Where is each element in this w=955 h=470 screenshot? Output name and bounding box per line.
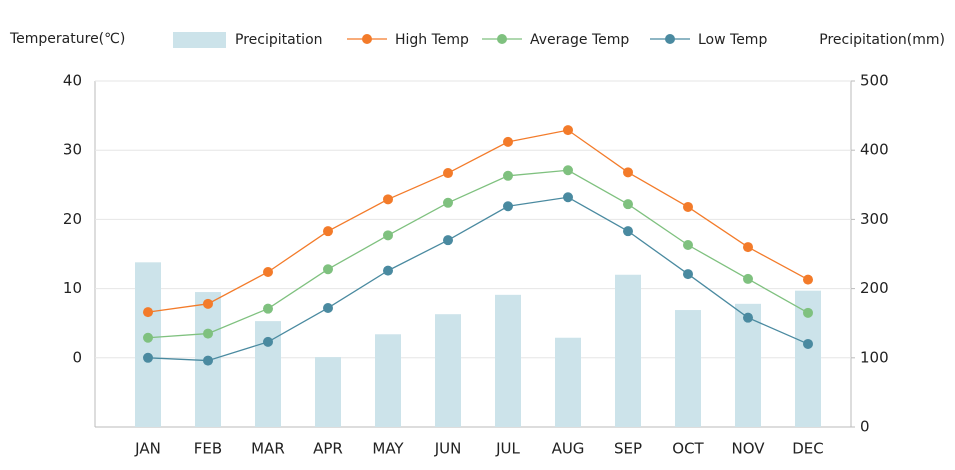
bar [675,310,701,427]
point [803,307,813,318]
y2-tick-label: 300 [860,210,889,228]
point [203,328,213,339]
bar [375,334,401,427]
legend-swatch [497,34,507,44]
y2-tick-label: 0 [860,418,870,436]
point [503,136,513,147]
legend-swatch [665,34,675,44]
point [263,336,273,347]
y-axis-title: Temperature(℃) [9,31,125,47]
point [203,298,213,309]
legend-label: Low Temp [698,32,767,48]
point [383,194,393,205]
y-tick-label: 20 [63,210,82,228]
x-tick-label: APR [313,440,343,458]
point [263,266,273,277]
bar [555,337,581,427]
point [143,332,153,343]
legend-label: Precipitation [235,32,323,48]
x-tick-label: JUN [434,440,462,458]
point [263,303,273,314]
point [323,302,333,313]
legend-label: Average Temp [530,32,629,48]
point [803,274,813,285]
point [623,226,633,237]
y2-tick-label: 100 [860,348,889,366]
bar [135,262,161,427]
point [443,197,453,208]
y2-tick-label: 200 [860,279,889,297]
point [743,312,753,323]
point [743,242,753,253]
line [147,169,809,339]
bar [435,314,461,427]
point [443,235,453,246]
y-tick-label: 40 [63,72,82,90]
y-tick-label: 30 [63,141,82,159]
point [623,167,633,178]
y-tick-label: 10 [63,279,82,297]
y2-axis-title: Precipitation(mm) [819,32,945,48]
line [147,129,809,313]
legend-swatch [173,32,226,48]
bar [315,357,341,427]
x-tick-label: DEC [792,440,824,458]
x-tick-label: OCT [672,440,704,458]
point [563,125,573,136]
point [143,352,153,363]
x-tick-label: FEB [194,440,222,458]
point [623,199,633,210]
point [743,273,753,284]
bar [615,274,641,427]
point [803,338,813,349]
x-tick-label: MAR [251,440,285,458]
point [563,192,573,203]
legend-label: High Temp [395,32,469,48]
x-tick-label: NOV [731,440,765,458]
bar [495,294,521,427]
point [683,240,693,251]
point [443,168,453,179]
point [323,226,333,237]
point [383,265,393,276]
point [323,264,333,275]
y-tick-label: 0 [72,348,82,366]
x-tick-label: JUL [495,440,520,458]
line [147,196,809,362]
x-tick-label: JAN [134,440,161,458]
x-tick-label: AUG [552,440,585,458]
x-tick-label: SEP [614,440,642,458]
x-tick-label: MAY [372,440,404,458]
point [143,307,153,318]
point [203,355,213,366]
y2-tick-label: 400 [860,141,889,159]
point [683,269,693,280]
point [383,230,393,241]
legend-swatch [362,34,372,44]
point [503,170,513,181]
point [683,201,693,212]
point [563,165,573,176]
bar [735,303,761,427]
point [503,201,513,212]
y2-tick-label: 500 [860,72,889,90]
